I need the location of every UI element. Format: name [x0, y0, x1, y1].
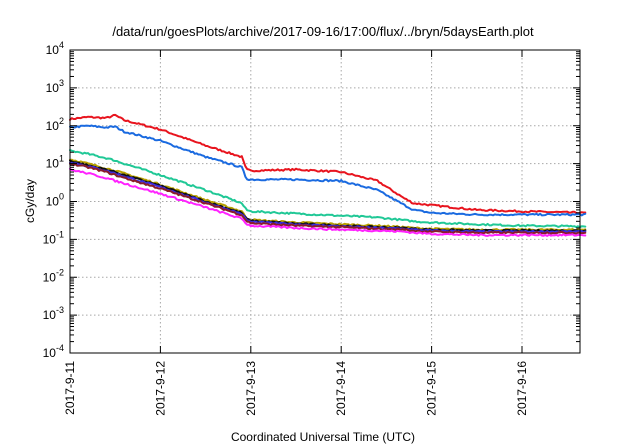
y-tick-label: 100	[46, 192, 64, 209]
series-line-6	[69, 161, 587, 234]
y-tick-label: 104	[46, 40, 64, 57]
ticks	[69, 49, 580, 354]
x-tick-label: 2017-9-16	[515, 361, 529, 416]
x-tick-label: 2017-9-13	[244, 361, 258, 416]
y-tick-label: 101	[46, 154, 64, 171]
y-tick-label: 10-2	[43, 267, 64, 284]
y-tick-label: 10-4	[43, 343, 64, 360]
y-tick-label: 10-1	[43, 229, 64, 246]
y-tick-labels: 104 103 102 101 100 10-1 10-2 10-3 10-4	[43, 40, 64, 360]
y-tick-label: 102	[46, 116, 64, 133]
series-line-8	[69, 167, 587, 237]
series-line-1	[69, 113, 587, 215]
y-tick-label: 103	[46, 78, 64, 95]
x-axis-label: Coordinated Universal Time (UTC)	[231, 430, 415, 444]
series-line-7	[69, 162, 587, 235]
x-tick-label: 2017-9-11	[63, 361, 77, 415]
x-tick-label: 2017-9-15	[425, 361, 439, 416]
x-tick-label: 2017-9-12	[153, 361, 167, 416]
x-tick-labels: 2017-9-11 2017-9-12 2017-9-13 2017-9-14 2017…	[63, 361, 529, 416]
x-tick-label: 2017-9-14	[334, 361, 348, 416]
chart-title: /data/run/goesPlots/archive/2017-09-16/1…	[112, 24, 534, 39]
series-line-3	[69, 149, 587, 229]
y-tick-label: 10-3	[43, 305, 64, 322]
y-axis-label: cGy/day	[23, 179, 37, 223]
series-layer	[69, 113, 587, 237]
grid	[70, 50, 580, 353]
series-line-2	[69, 124, 587, 217]
